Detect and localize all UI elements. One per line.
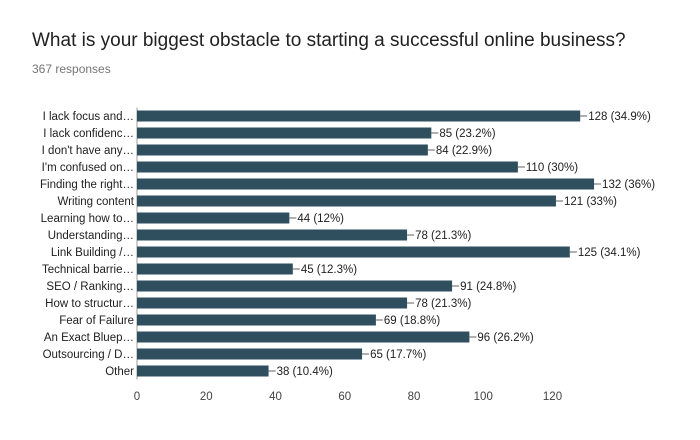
category-label: Other [105, 366, 134, 378]
bar [137, 263, 293, 275]
x-tick-label: 120 [543, 391, 562, 403]
value-label: 91 (24.8%) [460, 281, 516, 293]
category-label: Understanding… [48, 230, 134, 242]
bar [137, 331, 470, 343]
value-label: 84 (22.9%) [436, 145, 492, 157]
category-label: I lack confidenc… [43, 128, 134, 140]
category-label: How to structur… [45, 298, 134, 310]
category-label: Technical barrie… [42, 264, 134, 276]
bars [137, 110, 595, 377]
bar [137, 365, 269, 377]
category-label: Outsourcing / D… [43, 349, 134, 361]
value-label: 44 (12%) [297, 213, 344, 225]
bar [137, 127, 432, 139]
value-label: 132 (36%) [602, 179, 655, 191]
bar [137, 110, 581, 122]
category-label: Link Building /… [51, 247, 134, 259]
value-label: 45 (12.3%) [301, 264, 357, 276]
category-label: I don't have any… [42, 145, 134, 157]
bar [137, 161, 518, 173]
x-tick-label: 60 [338, 391, 351, 403]
value-label: 121 (33%) [564, 196, 617, 208]
category-label: Finding the right… [40, 179, 134, 191]
bar [137, 178, 595, 190]
x-tick-label: 80 [408, 391, 421, 403]
value-label: 38 (10.4%) [277, 366, 333, 378]
value-labels: 128 (34.9%) 85 (23.2%) 84 (22.9%) 110 (30%)… [268, 111, 655, 378]
response-count: 367 responses [32, 62, 111, 76]
value-label: 110 (30%) [526, 162, 578, 174]
x-axis-ticks: 0 20 40 60 80 100 120 [134, 391, 562, 403]
bar [137, 212, 290, 224]
bar [137, 144, 428, 156]
value-label: 78 (21.3%) [415, 230, 471, 242]
category-label: Learning how to… [41, 213, 134, 225]
bar [137, 314, 376, 326]
bar [137, 195, 556, 207]
category-label: Writing content [58, 196, 135, 208]
x-tick-label: 20 [200, 391, 213, 403]
bar [137, 280, 453, 292]
bar [137, 246, 570, 258]
bar [137, 297, 408, 309]
category-label: I lack focus and… [43, 111, 134, 123]
value-label: 96 (26.2%) [477, 332, 533, 344]
x-tick-label: 0 [134, 391, 140, 403]
bar [137, 348, 363, 360]
category-label: An Exact Bluep… [44, 332, 134, 344]
value-label: 85 (23.2%) [439, 128, 495, 140]
value-label: 78 (21.3%) [415, 298, 471, 310]
x-tick-label: 40 [269, 391, 282, 403]
chart-title: What is your biggest obstacle to startin… [32, 30, 626, 51]
x-tick-label: 100 [474, 391, 493, 403]
category-label: Fear of Failure [59, 315, 134, 327]
category-label: I'm confused on… [42, 162, 134, 174]
value-label: 69 (18.8%) [384, 315, 440, 327]
category-label: SEO / Ranking… [46, 281, 134, 293]
value-label: 65 (17.7%) [370, 349, 426, 361]
category-labels: I lack focus and… I lack confidenc… I don'… [40, 111, 135, 378]
bar [137, 229, 408, 241]
value-label: 128 (34.9%) [588, 111, 651, 123]
value-label: 125 (34.1%) [578, 247, 641, 259]
